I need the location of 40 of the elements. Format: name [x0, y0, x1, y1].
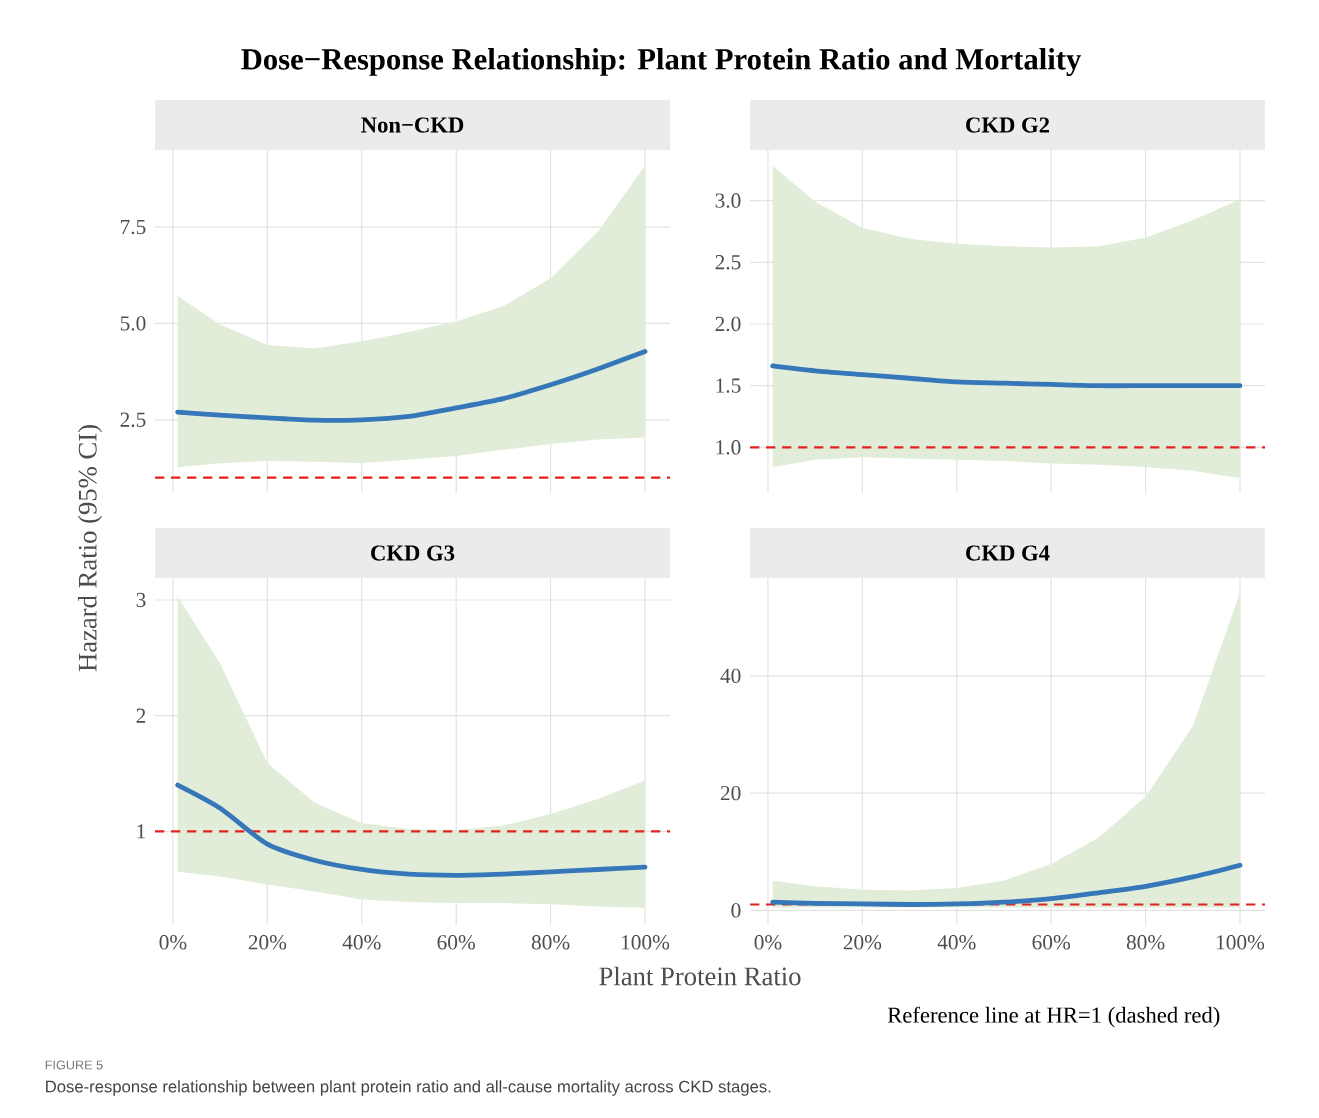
y-axis-title: Hazard Ratio (95% CI) — [77, 425, 103, 672]
text: Reference line at HR=1 (dashed red) — [887, 1006, 1220, 1028]
y-tick-label: 2.5 — [715, 255, 741, 270]
y-tick-label: 7.5 — [121, 219, 146, 235]
caption: FIGURE 5 — [45, 1060, 103, 1070]
y-tick-label: 2 — [136, 708, 146, 723]
chart-title: Dose−Response Relationship: Plant Protein Ratio and Mortality — [241, 48, 1082, 76]
line-series — [175, 349, 648, 423]
y-tick-label: 3 — [136, 592, 146, 608]
y-tick-label: 1.0 — [716, 440, 741, 455]
x-tick-label: 20% — [843, 935, 882, 950]
x-tick-label: 100% — [621, 935, 670, 950]
x-tick-label: 40% — [342, 935, 381, 950]
x-tick-label: 40% — [937, 935, 976, 950]
x-tick-label: 0% — [159, 935, 187, 950]
line-series — [770, 363, 1243, 389]
chart-subtitle: CKD G2 — [966, 117, 1050, 133]
y-tick-label: 20 — [720, 785, 741, 801]
y-tick-label: 3.0 — [715, 193, 741, 208]
y-tick-label: 1.5 — [716, 378, 741, 393]
y-tick-label: 2.0 — [715, 316, 741, 332]
y-tick-label: 1 — [137, 824, 146, 839]
y-tick-label: 2.5 — [120, 412, 146, 427]
y-tick-label: 0 — [731, 903, 741, 918]
x-tick-label: 0% — [754, 935, 782, 950]
x-tick-label: 60% — [437, 935, 475, 950]
line-series — [175, 782, 648, 878]
x-tick-label: 20% — [248, 935, 287, 950]
x-tick-label: 60% — [1032, 935, 1070, 950]
line-series — [770, 862, 1243, 907]
text: Dose-response relationship between plant protein ratio and all-cause mortality across CKD stages. — [46, 1080, 771, 1096]
y-tick-label: 40 — [720, 668, 741, 684]
x-tick-label: 100% — [1216, 935, 1265, 950]
x-axis-title: Plant Protein Ratio — [599, 966, 801, 986]
chart-subtitle: CKD G3 — [371, 545, 455, 561]
x-tick-label: 80% — [531, 935, 570, 950]
chart-subtitle: Non−CKD — [361, 117, 464, 133]
chart-subtitle: CKD G4 — [966, 545, 1050, 561]
y-tick-label: 5.0 — [120, 316, 146, 331]
x-tick-label: 80% — [1126, 935, 1165, 950]
